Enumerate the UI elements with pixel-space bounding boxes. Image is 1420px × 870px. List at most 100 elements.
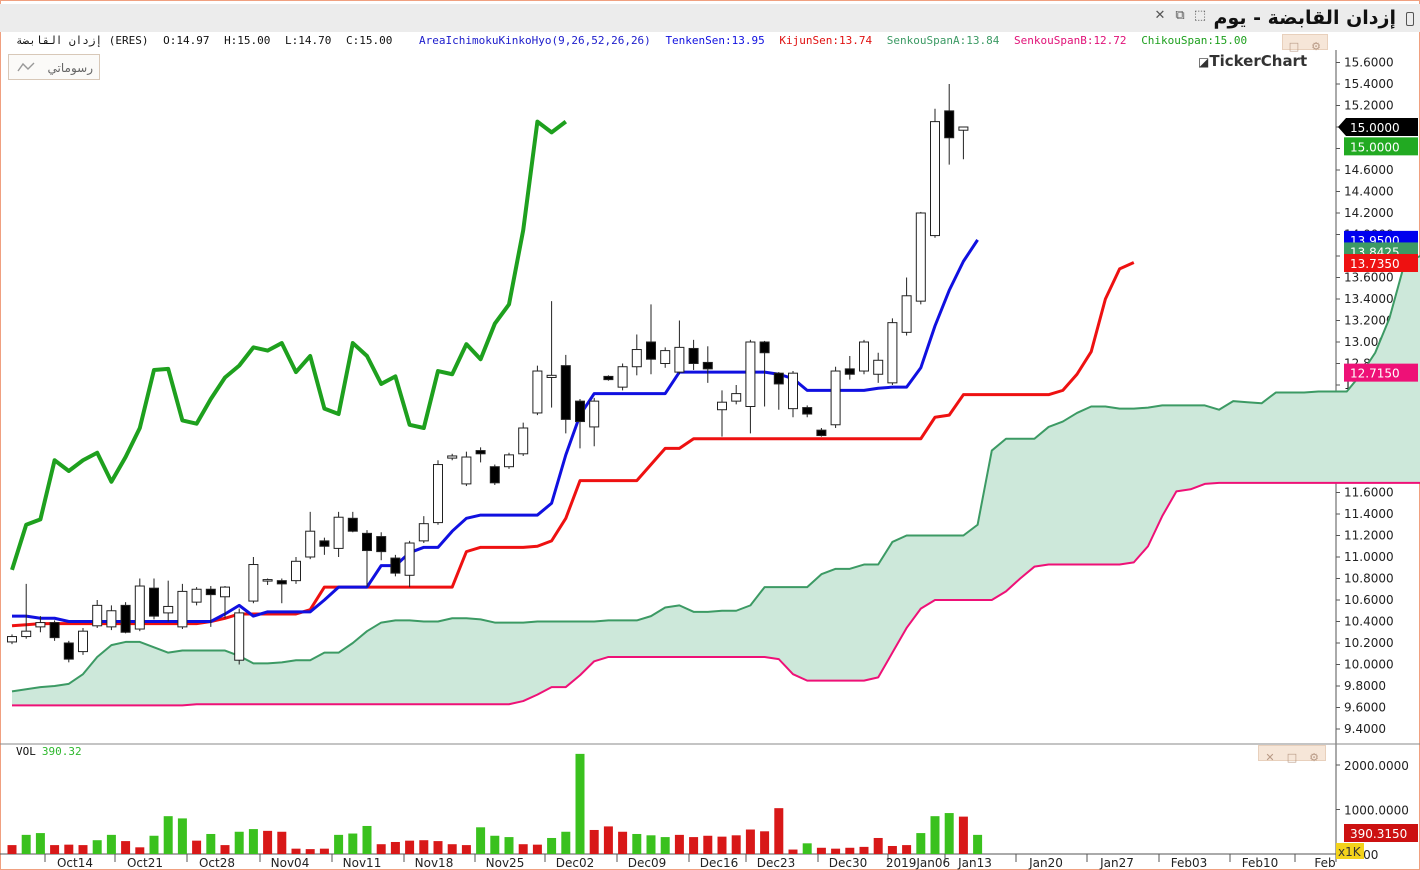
y-tick-label: 14.4000: [1344, 185, 1394, 199]
price-tag-bg: [1344, 137, 1418, 156]
volume-bar: [504, 837, 514, 854]
close-panel-icon[interactable]: ✕: [1265, 751, 1275, 764]
candle-body: [120, 604, 131, 633]
candle-body: [646, 341, 656, 360]
y-tick-label: 10.0000: [1344, 658, 1394, 672]
candle-body: [504, 454, 514, 468]
close-icon[interactable]: ✕: [1154, 8, 1166, 23]
y-tick-label: 15.6000: [1344, 56, 1394, 70]
y-tick-label: 10.2000: [1344, 636, 1394, 650]
volume-bar: [788, 849, 798, 854]
candle-body: [35, 622, 46, 628]
volume-bar: [419, 840, 429, 854]
candle-body: [873, 359, 884, 375]
candle-body: [390, 557, 401, 574]
candle-body: [532, 370, 543, 414]
volume-bar: [433, 841, 443, 854]
volume-bar: [50, 845, 60, 854]
volume-bar: [92, 840, 102, 854]
candle-body: [546, 374, 557, 378]
candle-body: [163, 605, 174, 614]
y-tick-label: 10.6000: [1344, 593, 1394, 607]
x-tick-label: Dec30: [829, 856, 868, 870]
volume-bar: [703, 835, 713, 854]
price-tag-label: 15.0000: [1350, 140, 1400, 154]
volume-bar: [248, 829, 258, 854]
candle-body: [262, 579, 273, 582]
volume-bar: [603, 826, 613, 854]
volume-bar: [405, 840, 415, 854]
candle-body: [674, 346, 685, 373]
y-tick-label: 15.2000: [1344, 99, 1394, 113]
multiplier-bg: [1336, 843, 1364, 859]
candle-body: [248, 564, 259, 602]
my-drawings-button[interactable]: رسوماتي: [8, 54, 100, 80]
volume-bar: [958, 816, 968, 854]
candle-body: [944, 110, 955, 139]
candle-body: [319, 540, 330, 547]
candle-body: [291, 560, 301, 582]
tenkan-value: TenkenSen:13.95: [665, 34, 765, 47]
brand-name: TickerChart: [1209, 52, 1308, 70]
volume-bar: [731, 835, 741, 854]
minimize-icon[interactable]: ⬚: [1193, 8, 1207, 23]
tickerchart-logo: ◪TickerChart: [1198, 52, 1308, 70]
x-tick-label: Feb10: [1242, 856, 1279, 870]
candle-body: [859, 341, 869, 372]
volume-bar: [121, 841, 131, 854]
volume-tag-label: 390.3150: [1350, 827, 1407, 841]
y-tick-label: 14.2000: [1344, 206, 1394, 220]
volume-bar: [930, 816, 940, 854]
candle-body: [631, 349, 642, 368]
candle-body: [773, 372, 784, 385]
candle-body: [560, 365, 571, 420]
volume-bar: [646, 835, 656, 854]
candle-body: [617, 366, 628, 388]
candle-body: [205, 588, 216, 596]
volume-bar: [277, 831, 287, 854]
candle-body: [78, 630, 88, 653]
x-tick-label: Nov11: [343, 856, 382, 870]
volume-bar: [163, 816, 173, 854]
volume-bar: [376, 844, 386, 854]
x-tick-label: Nov04: [271, 856, 310, 870]
maximize-icon[interactable]: □: [1288, 40, 1300, 53]
maximize-panel-icon[interactable]: □: [1286, 751, 1298, 764]
high-value: H:15.00: [224, 34, 271, 47]
volume-bar: [319, 848, 329, 854]
candle-body: [660, 350, 671, 365]
volume-bar: [547, 837, 557, 854]
candle-body: [177, 590, 188, 628]
y-tick-label: 13.2000: [1344, 314, 1394, 328]
open-value: O:14.97: [163, 34, 210, 47]
settings-panel-icon[interactable]: ⚙: [1309, 751, 1319, 764]
volume-bar: [334, 834, 344, 854]
candle-body: [21, 630, 32, 638]
volume-bar: [263, 830, 273, 854]
price-tag-bg: [1344, 363, 1418, 382]
candle-body: [844, 368, 855, 375]
restore-icon[interactable]: ⧉: [1175, 8, 1185, 23]
volume-bar: [78, 845, 88, 854]
candle-body: [788, 372, 798, 410]
candle-body: [930, 121, 940, 237]
volume-bar: [206, 833, 216, 854]
y-tick-label: 10.4000: [1344, 615, 1394, 629]
candle-body: [134, 585, 145, 630]
price-tag-label: 15.0000: [1350, 121, 1400, 135]
price-tag-label: 12.7150: [1350, 367, 1400, 381]
volume-bar: [745, 829, 755, 854]
volume-bar: [532, 844, 542, 854]
kijun-value: KijunSen:13.74: [779, 34, 873, 47]
volume-bar: [902, 845, 912, 854]
candle-body: [333, 516, 344, 549]
panel-controls-volume: ✕ □ ⚙: [1258, 745, 1326, 764]
y-tick-label: 9.4000: [1344, 722, 1386, 736]
window-titlebar: إزدان القابضة - يوم ✕ ⧉ ⬚: [0, 4, 1420, 32]
x-tick-label: Dec02: [556, 856, 595, 870]
x-tick-label: Nov25: [486, 856, 525, 870]
volume-bar: [305, 849, 315, 854]
pin-icon[interactable]: [1406, 12, 1414, 26]
settings-icon[interactable]: ⚙: [1311, 40, 1321, 53]
